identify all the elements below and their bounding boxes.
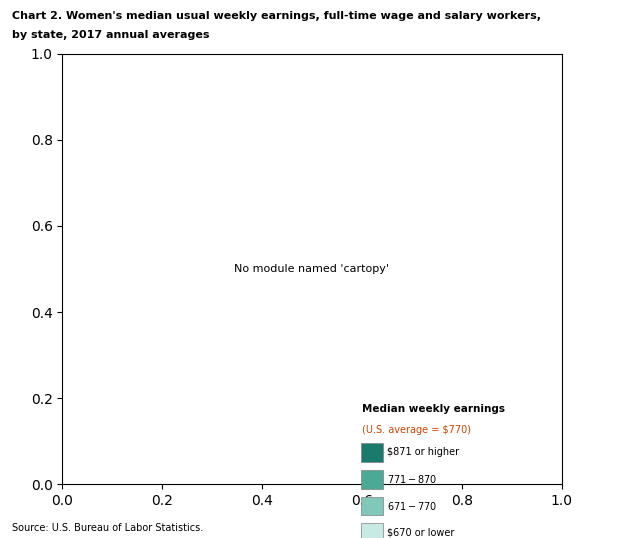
- Text: $670 or lower: $670 or lower: [387, 528, 454, 537]
- Text: $871 or higher: $871 or higher: [387, 447, 459, 457]
- Text: Source: U.S. Bureau of Labor Statistics.: Source: U.S. Bureau of Labor Statistics.: [12, 522, 203, 533]
- Text: Median weekly earnings: Median weekly earnings: [362, 404, 505, 414]
- Text: $771 - $870: $771 - $870: [387, 473, 437, 485]
- Text: by state, 2017 annual averages: by state, 2017 annual averages: [12, 30, 210, 40]
- Text: No module named 'cartopy': No module named 'cartopy': [235, 264, 389, 274]
- Text: (U.S. average = $770): (U.S. average = $770): [362, 425, 471, 435]
- Text: $671 - $770: $671 - $770: [387, 500, 437, 512]
- Text: Chart 2. Women's median usual weekly earnings, full-time wage and salary workers: Chart 2. Women's median usual weekly ear…: [12, 11, 542, 21]
